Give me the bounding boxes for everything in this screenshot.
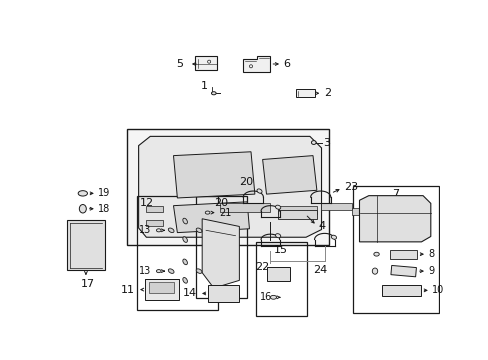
Bar xyxy=(137,195,218,310)
Text: 13: 13 xyxy=(139,266,151,276)
Ellipse shape xyxy=(371,268,377,274)
Bar xyxy=(144,279,179,300)
Ellipse shape xyxy=(207,60,210,63)
Text: 19: 19 xyxy=(98,188,110,198)
Bar xyxy=(295,89,314,97)
Text: 16: 16 xyxy=(260,292,272,302)
Ellipse shape xyxy=(183,259,187,265)
Text: 21: 21 xyxy=(219,208,231,217)
Polygon shape xyxy=(359,195,430,242)
Ellipse shape xyxy=(311,141,315,144)
Text: 8: 8 xyxy=(427,249,434,259)
Bar xyxy=(67,220,104,270)
Bar xyxy=(278,210,316,219)
Bar xyxy=(381,285,420,296)
Text: 13: 13 xyxy=(139,225,151,235)
Bar xyxy=(196,195,246,298)
Bar xyxy=(266,267,289,281)
Ellipse shape xyxy=(270,295,276,299)
Polygon shape xyxy=(138,136,321,237)
Text: 18: 18 xyxy=(98,204,110,214)
Ellipse shape xyxy=(168,269,174,273)
Text: 10: 10 xyxy=(431,285,444,295)
Bar xyxy=(195,56,217,70)
Text: 2: 2 xyxy=(323,88,330,98)
Polygon shape xyxy=(173,202,249,233)
Text: 1: 1 xyxy=(201,81,207,91)
Bar xyxy=(390,265,416,277)
Bar xyxy=(208,285,239,302)
Ellipse shape xyxy=(275,234,280,238)
Ellipse shape xyxy=(249,65,252,68)
Text: 20: 20 xyxy=(239,177,253,187)
Text: 5: 5 xyxy=(176,59,183,69)
Text: 15: 15 xyxy=(274,244,287,255)
Text: 14: 14 xyxy=(182,288,196,298)
Ellipse shape xyxy=(183,278,187,283)
Bar xyxy=(351,208,378,215)
Bar xyxy=(127,129,328,245)
Ellipse shape xyxy=(156,270,161,273)
Ellipse shape xyxy=(196,269,202,273)
Ellipse shape xyxy=(373,252,379,256)
Ellipse shape xyxy=(183,218,187,224)
Bar xyxy=(278,206,316,214)
Text: 12: 12 xyxy=(139,198,153,208)
Bar xyxy=(220,203,270,212)
Ellipse shape xyxy=(183,237,187,242)
Ellipse shape xyxy=(78,191,87,196)
Polygon shape xyxy=(173,152,254,198)
Bar xyxy=(146,206,163,212)
Bar xyxy=(146,220,163,226)
Polygon shape xyxy=(262,156,316,194)
Ellipse shape xyxy=(211,92,216,95)
Ellipse shape xyxy=(79,204,86,213)
Text: 9: 9 xyxy=(427,266,434,276)
Ellipse shape xyxy=(156,229,161,232)
Text: 4: 4 xyxy=(318,221,325,231)
Text: 23: 23 xyxy=(343,182,357,192)
Bar xyxy=(256,242,306,316)
Text: 3: 3 xyxy=(323,138,329,148)
Ellipse shape xyxy=(196,228,202,233)
Polygon shape xyxy=(202,219,239,288)
Text: 17: 17 xyxy=(81,279,95,289)
Text: 6: 6 xyxy=(283,59,290,69)
Bar xyxy=(320,203,351,210)
Text: 7: 7 xyxy=(391,189,399,199)
Polygon shape xyxy=(243,56,270,72)
Bar xyxy=(352,186,438,313)
Bar xyxy=(149,282,174,293)
Ellipse shape xyxy=(168,228,174,233)
Text: 20: 20 xyxy=(214,198,228,208)
Bar xyxy=(389,249,416,259)
Ellipse shape xyxy=(330,235,336,239)
Text: 24: 24 xyxy=(313,265,327,275)
Ellipse shape xyxy=(275,205,280,209)
Ellipse shape xyxy=(205,211,209,214)
Text: 22: 22 xyxy=(255,261,269,271)
Text: 11: 11 xyxy=(121,285,135,294)
Ellipse shape xyxy=(257,189,262,193)
